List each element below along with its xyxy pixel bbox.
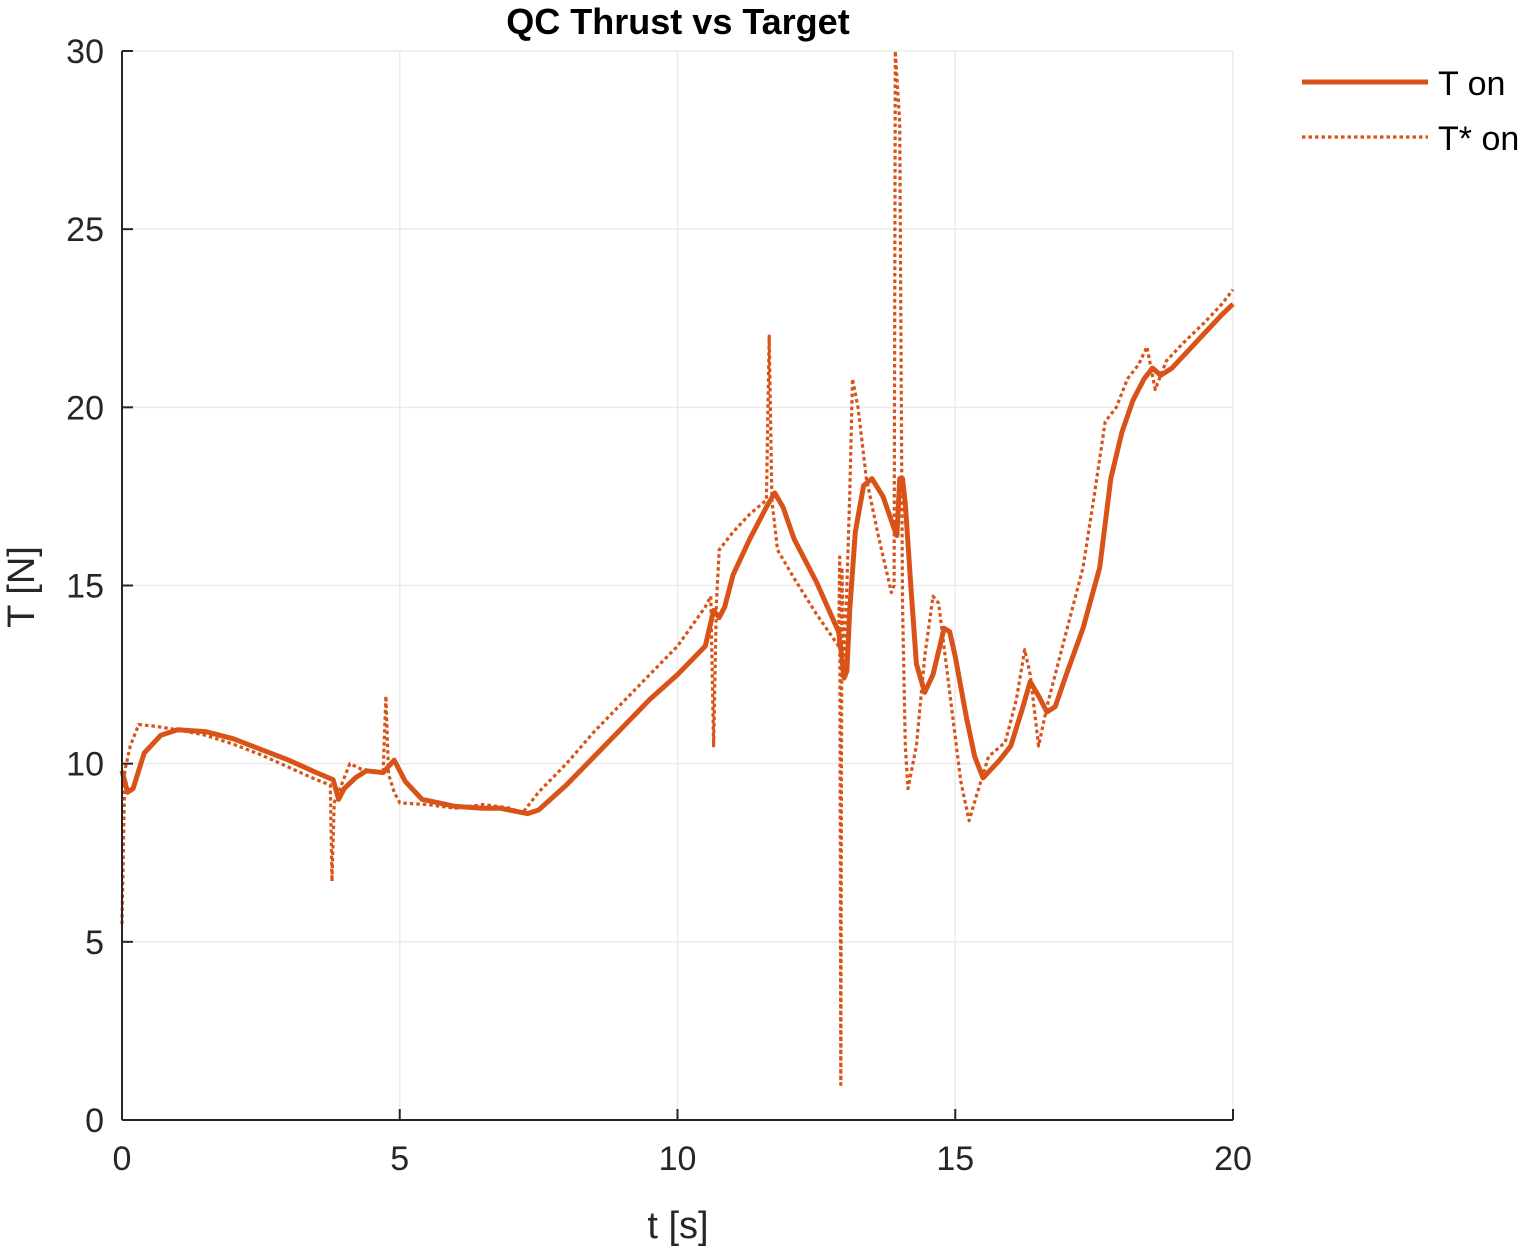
x-tick-label: 10	[659, 1140, 697, 1178]
y-tick-label: 30	[66, 33, 104, 71]
y-tick-label: 10	[66, 746, 104, 784]
legend-label-t-on: T on	[1438, 65, 1505, 103]
y-tick-label: 25	[66, 211, 104, 249]
y-tick-label: 20	[66, 389, 104, 427]
y-tick-label: 0	[85, 1102, 104, 1140]
axes: 0 5 10 15 20 0 5 10 15 20 25 30	[66, 33, 1252, 1178]
y-tick-label: 15	[66, 568, 104, 606]
x-tick-label: 5	[390, 1140, 409, 1178]
x-axis-title: t [s]	[647, 1205, 708, 1247]
chart-title: QC Thrust vs Target	[506, 1, 849, 42]
data-series	[119, 49, 1235, 1086]
series-line-t-on	[119, 302, 1235, 817]
x-tick-label: 20	[1214, 1140, 1252, 1178]
series-line-t-star-on	[120, 49, 1235, 1086]
x-tick-label: 0	[113, 1140, 132, 1178]
legend: T on T* on	[1302, 65, 1519, 158]
y-axis-title: T [N]	[1, 546, 43, 628]
x-tick-label: 15	[936, 1140, 974, 1178]
legend-label-t-star-on: T* on	[1438, 120, 1519, 158]
y-tick-label: 5	[85, 924, 104, 962]
